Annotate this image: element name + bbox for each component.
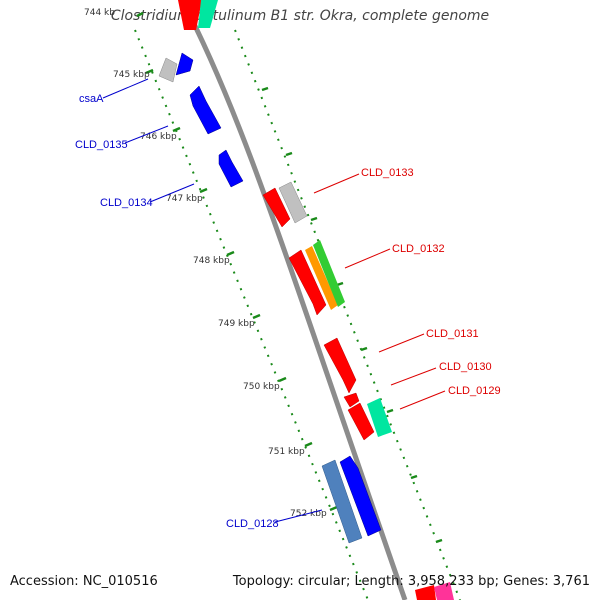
tick-749 — [252, 313, 261, 320]
gene-CLD_0128-blue[interactable] — [339, 455, 382, 537]
label-CLD_0128[interactable]: CLD_0128 — [226, 518, 279, 530]
tick-750 — [278, 376, 287, 383]
accession-text: Accession: NC_010516 — [10, 574, 158, 589]
gene-bottom-pink[interactable] — [434, 582, 454, 600]
tick-label-745: 745 kbp — [113, 70, 150, 80]
tick-746 — [172, 126, 181, 133]
gene-top-red[interactable] — [178, 0, 202, 30]
genome-backbone — [179, 0, 408, 600]
label-CLD_0131[interactable]: CLD_0131 — [426, 328, 479, 340]
inner-dotted-track — [134, 29, 369, 600]
gene-grey-745[interactable] — [158, 57, 178, 83]
tick-marks — [136, 11, 338, 512]
gene-CLD_0132-red[interactable] — [288, 249, 327, 316]
label-CLD_0133[interactable]: CLD_0133 — [361, 167, 414, 179]
gene-CLD_0131[interactable] — [323, 337, 357, 394]
outer-tick-marks — [261, 86, 443, 544]
tick-label-744: 744 kb — [84, 8, 115, 18]
tick-label-748: 748 kbp — [193, 256, 230, 266]
gene-CLD_0135[interactable] — [189, 85, 222, 135]
gene-CLD_0133-red[interactable] — [262, 187, 291, 228]
label-CLD_0132[interactable]: CLD_0132 — [392, 243, 445, 255]
label-CLD_0134[interactable]: CLD_0134 — [100, 197, 153, 209]
label-CLD_0129[interactable]: CLD_0129 — [448, 385, 501, 397]
tick-747 — [199, 187, 208, 194]
tick-label-751: 751 kbp — [268, 447, 305, 457]
gene-CLD_0130[interactable] — [343, 392, 360, 408]
gene-csaA[interactable] — [175, 52, 194, 76]
gene-CLD_0134[interactable] — [218, 149, 244, 188]
label-CLD_0135[interactable]: CLD_0135 — [75, 139, 128, 151]
gene-CLD_0129-red[interactable] — [347, 402, 375, 441]
tick-745 — [145, 68, 154, 75]
leader-lines-left — [102, 78, 323, 523]
tick-label-752: 752 kbp — [290, 509, 327, 519]
tick-label-746: 746 kbp — [140, 132, 177, 142]
gene-CLD_0128-steel[interactable] — [321, 459, 363, 544]
topology-text: Topology: circular; Length: 3,958,233 bp… — [232, 574, 590, 589]
gene-top-aqua[interactable] — [198, 0, 218, 28]
label-CLD_0130[interactable]: CLD_0130 — [439, 361, 492, 373]
tick-label-749: 749 kbp — [218, 319, 255, 329]
tick-748 — [226, 250, 235, 257]
label-csaA[interactable]: csaA — [79, 93, 104, 105]
gene-CLD_0133-grey[interactable] — [278, 181, 308, 224]
gene-CLD_0132-green[interactable] — [313, 240, 345, 307]
tick-752 — [329, 505, 338, 512]
gene-bottom-red[interactable] — [415, 585, 436, 600]
tick-label-747: 747 kbp — [166, 194, 203, 204]
tick-744 — [136, 11, 144, 18]
gene-CLD_0129-aqua[interactable] — [367, 398, 392, 437]
gene-CLD_0132-orange[interactable] — [305, 246, 338, 310]
tick-751 — [304, 441, 313, 448]
outer-dotted-track — [234, 29, 461, 600]
leader-lines-right — [313, 173, 446, 410]
tick-label-750: 750 kbp — [243, 382, 280, 392]
